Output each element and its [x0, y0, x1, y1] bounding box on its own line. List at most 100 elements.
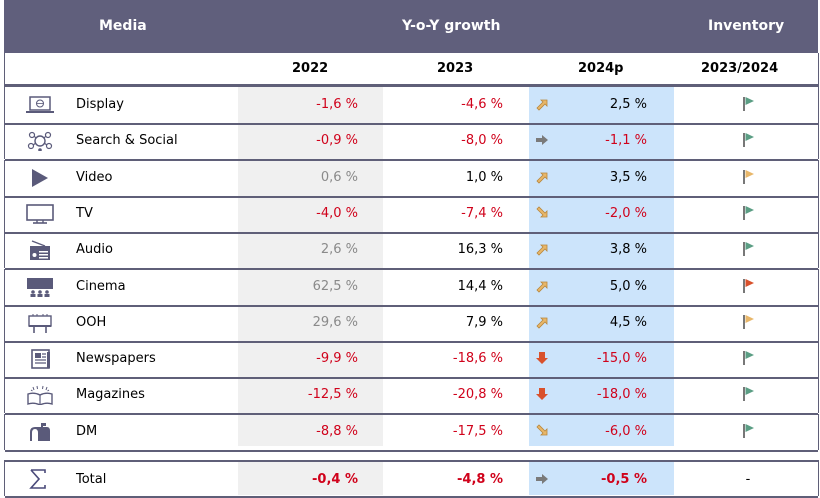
subheader-row: 2022 2023 2024p 2023/2024 — [4, 53, 819, 87]
billboard-icon — [28, 313, 52, 333]
row-divider — [5, 195, 818, 198]
column-2022-background — [238, 87, 383, 446]
value-2022: -9,9 % — [316, 351, 358, 367]
row-divider — [5, 377, 818, 380]
table-header: Media Y-o-Y growth Inventory — [4, 0, 818, 53]
trend-down-right-arrow-icon — [536, 206, 548, 218]
row-divider — [5, 340, 818, 343]
value-2022: 62,5 % — [312, 278, 358, 294]
header-yoy-growth: Y-o-Y growth — [402, 18, 501, 34]
total-label: Total — [76, 472, 107, 487]
media-label: Audio — [76, 242, 113, 258]
flag-green-icon — [743, 205, 754, 220]
subheader-2022: 2022 — [292, 61, 329, 76]
value-2024p: -15,0 % — [596, 351, 647, 367]
total-2024p-value: -0,5 % — [601, 472, 647, 487]
tv-icon — [26, 204, 54, 224]
value-2023: 1,0 % — [465, 169, 503, 185]
flag-green-icon — [743, 133, 754, 148]
flag-green-icon — [743, 351, 754, 366]
media-label: Cinema — [76, 278, 126, 294]
media-label: TV — [76, 205, 93, 221]
trend-flat-arrow-icon — [536, 135, 548, 146]
table-row: Display -1,6 % -4,6 % 2,5 % — [4, 87, 819, 125]
flag-red-icon — [743, 278, 754, 293]
total-2022-background — [238, 462, 383, 495]
media-label: Search & Social — [76, 133, 178, 149]
trend-down-right-arrow-icon — [536, 424, 548, 436]
column-2024p-background — [529, 87, 674, 446]
play-icon — [32, 168, 48, 187]
row-divider — [5, 304, 818, 307]
value-2024p: 3,8 % — [609, 242, 647, 258]
row-divider — [5, 123, 818, 125]
value-2023: -7,4 % — [461, 205, 503, 221]
trend-up-right-arrow-icon — [536, 172, 548, 184]
subheader-2024p: 2024p — [578, 61, 624, 76]
table-row: DM -8,8 % -17,5 % -6,0 % — [4, 413, 819, 452]
sigma-icon — [29, 469, 46, 489]
trend-up-right-arrow-icon — [536, 317, 548, 329]
cinema-icon — [27, 277, 53, 297]
flag-green-icon — [743, 387, 754, 402]
table-row: Audio 2,6 % 16,3 % 3,8 % — [4, 232, 819, 271]
value-2024p: 3,5 % — [609, 169, 647, 185]
value-2024p: -1,1 % — [605, 133, 647, 149]
row-divider — [5, 268, 818, 271]
row-divider — [5, 496, 818, 498]
trend-flat-arrow-icon — [536, 474, 548, 484]
media-label: OOH — [76, 314, 107, 330]
value-2024p: -2,0 % — [605, 205, 647, 221]
table-row: Search & Social -0,9 % -8,0 % -1,1 % — [4, 123, 819, 162]
value-2023: -18,6 % — [452, 351, 503, 367]
flag-green-icon — [743, 97, 754, 111]
value-2023: -4,6 % — [461, 97, 503, 112]
flag-green-icon — [743, 423, 754, 438]
trend-down-arrow-icon — [536, 388, 548, 401]
table-row: Video 0,6 % 1,0 % 3,5 % — [4, 159, 819, 198]
media-label: Magazines — [76, 387, 145, 403]
value-2024p: 2,5 % — [609, 97, 647, 112]
media-label: Display — [76, 97, 124, 112]
value-2022: -0,9 % — [316, 133, 358, 149]
media-label: DM — [76, 423, 98, 439]
radio-icon — [30, 240, 50, 261]
flag-yellow-icon — [743, 169, 754, 184]
trend-down-arrow-icon — [536, 352, 548, 365]
value-2024p: 4,5 % — [609, 314, 647, 330]
social-network-icon — [27, 132, 53, 152]
value-2022: -12,5 % — [307, 387, 358, 403]
total-inventory-value: - — [745, 472, 751, 487]
value-2022: -8,8 % — [316, 423, 358, 439]
subheader-inventory-period: 2023/2024 — [701, 61, 779, 76]
total-row: Total -0,4 % -4,8 % -0,5 % - — [4, 460, 819, 498]
table-row: Cinema 62,5 % 14,4 % 5,0 % — [4, 268, 819, 307]
value-2022: -4,0 % — [316, 205, 358, 221]
total-2022-value: -0,4 % — [312, 472, 358, 487]
value-2022: 2,6 % — [320, 242, 358, 258]
media-label: Video — [76, 169, 113, 185]
value-2022: 29,6 % — [312, 314, 358, 330]
trend-up-right-arrow-icon — [536, 281, 548, 293]
value-2024p: -18,0 % — [596, 387, 647, 403]
total-2024p-background — [529, 462, 674, 495]
total-2023-value: -4,8 % — [457, 472, 503, 487]
value-2023: -8,0 % — [461, 133, 503, 149]
value-2024p: 5,0 % — [609, 278, 647, 294]
value-2022: 0,6 % — [320, 169, 358, 185]
value-2022: -1,6 % — [316, 97, 358, 112]
row-divider — [5, 231, 818, 234]
laptop-globe-icon — [26, 96, 54, 113]
value-2023: 7,9 % — [465, 314, 503, 330]
newspaper-icon — [31, 349, 50, 369]
flag-green-icon — [743, 242, 754, 257]
header-media: Media — [99, 18, 147, 34]
table-row: OOH 29,6 % 7,9 % 4,5 % — [4, 304, 819, 343]
trend-up-right-arrow-icon — [536, 244, 548, 256]
value-2023: -20,8 % — [452, 387, 503, 403]
trend-up-right-arrow-icon — [536, 99, 548, 111]
value-2023: -17,5 % — [452, 423, 503, 439]
mailbox-icon — [30, 422, 50, 441]
value-2023: 14,4 % — [457, 278, 503, 294]
row-divider — [5, 413, 818, 416]
